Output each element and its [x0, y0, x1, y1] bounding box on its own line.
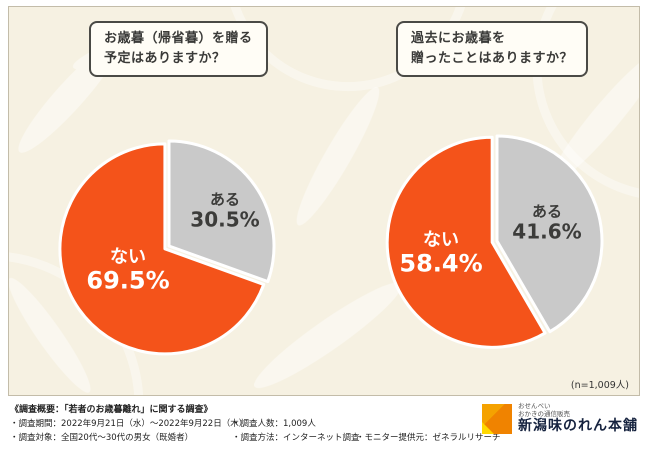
- pie-chart-left: ある 30.5% ない 69.5%: [54, 131, 284, 361]
- question-right-line2: 贈ったことはありますか？: [411, 51, 574, 67]
- logo-tagline-line2: おかきの通信販売: [518, 410, 570, 419]
- pie-right-label-nai: ない 58.4%: [399, 230, 482, 277]
- survey-info-row2: ・調査対象：全国20代～30代の男女（既婚者） ・調査方法：インターネット調査 …: [10, 431, 640, 443]
- pie-right-label-aru: ある 41.6%: [512, 203, 581, 242]
- question-left-line1: お歳暮（帰省暮）を贈る: [104, 31, 253, 46]
- slice-name: ない: [422, 229, 459, 251]
- question-right-line1: 過去にお歳暮を: [411, 31, 506, 46]
- question-box-left: お歳暮（帰省暮）を贈る 予定はありますか？: [89, 21, 268, 78]
- question-left-line2: 予定はありますか？: [104, 51, 226, 67]
- chart-panel: お歳暮（帰省暮）を贈る 予定はありますか？ 過去にお歳暮を 贈ったことはあります…: [8, 6, 640, 396]
- pie-chart-right: ある 41.6% ない 58.4%: [382, 126, 612, 356]
- survey-footer: 《調査概要：「若者のお歳暮離れ」に関する調査》 ・調査期間：2022年9月21日…: [10, 402, 640, 446]
- pie-left-label-nai: ない 69.5%: [86, 247, 169, 294]
- company-name: 新潟味のれん本舗: [518, 418, 638, 435]
- pie-left-svg: [58, 139, 276, 356]
- logo-tagline-line1: おせんべい: [518, 402, 551, 410]
- survey-overview-heading: 《調査概要：「若者のお歳暮離れ」に関する調査》: [10, 405, 213, 415]
- pie-slice-1: [58, 142, 266, 356]
- slice-percent: 41.6%: [512, 219, 582, 244]
- slice-percent: 69.5%: [86, 266, 170, 295]
- slice-name: ある: [531, 202, 563, 221]
- sample-size-label: (n=1,009人): [570, 380, 629, 391]
- slice-name: ない: [109, 246, 146, 268]
- survey-count: ・調査人数：1,009人: [232, 419, 316, 429]
- pie-left-label-aru: ある 30.5%: [190, 191, 259, 230]
- survey-method: ・調査方法：インターネット調査: [232, 433, 360, 443]
- survey-target: ・調査対象：全国20代～30代の男女（既婚者）: [10, 433, 194, 443]
- company-logo-text: おせんべい おかきの通信販売 新潟味のれん本舗: [518, 402, 638, 436]
- survey-monitor-provider: ・モニター提供元：ゼネラルリサーチ: [356, 433, 501, 443]
- pie-slice-0: [495, 134, 604, 334]
- pie-slice-1: [385, 135, 547, 349]
- company-logo-icon: [482, 403, 512, 434]
- survey-period: ・調査期間：2022年9月21日（水）～2022年9月22日（木）: [10, 419, 248, 429]
- question-box-right: 過去にお歳暮を 贈ったことはありますか？: [396, 21, 589, 78]
- company-logo: おせんべい おかきの通信販売 新潟味のれん本舗: [482, 402, 638, 436]
- slice-percent: 58.4%: [399, 249, 483, 278]
- survey-info-row1: ・調査期間：2022年9月21日（水）～2022年9月22日（木） ・調査人数：…: [10, 417, 640, 429]
- pie-right-svg: [385, 134, 604, 349]
- slice-name: ある: [209, 190, 241, 209]
- slice-percent: 30.5%: [190, 207, 260, 232]
- pie-slice-0: [167, 139, 276, 284]
